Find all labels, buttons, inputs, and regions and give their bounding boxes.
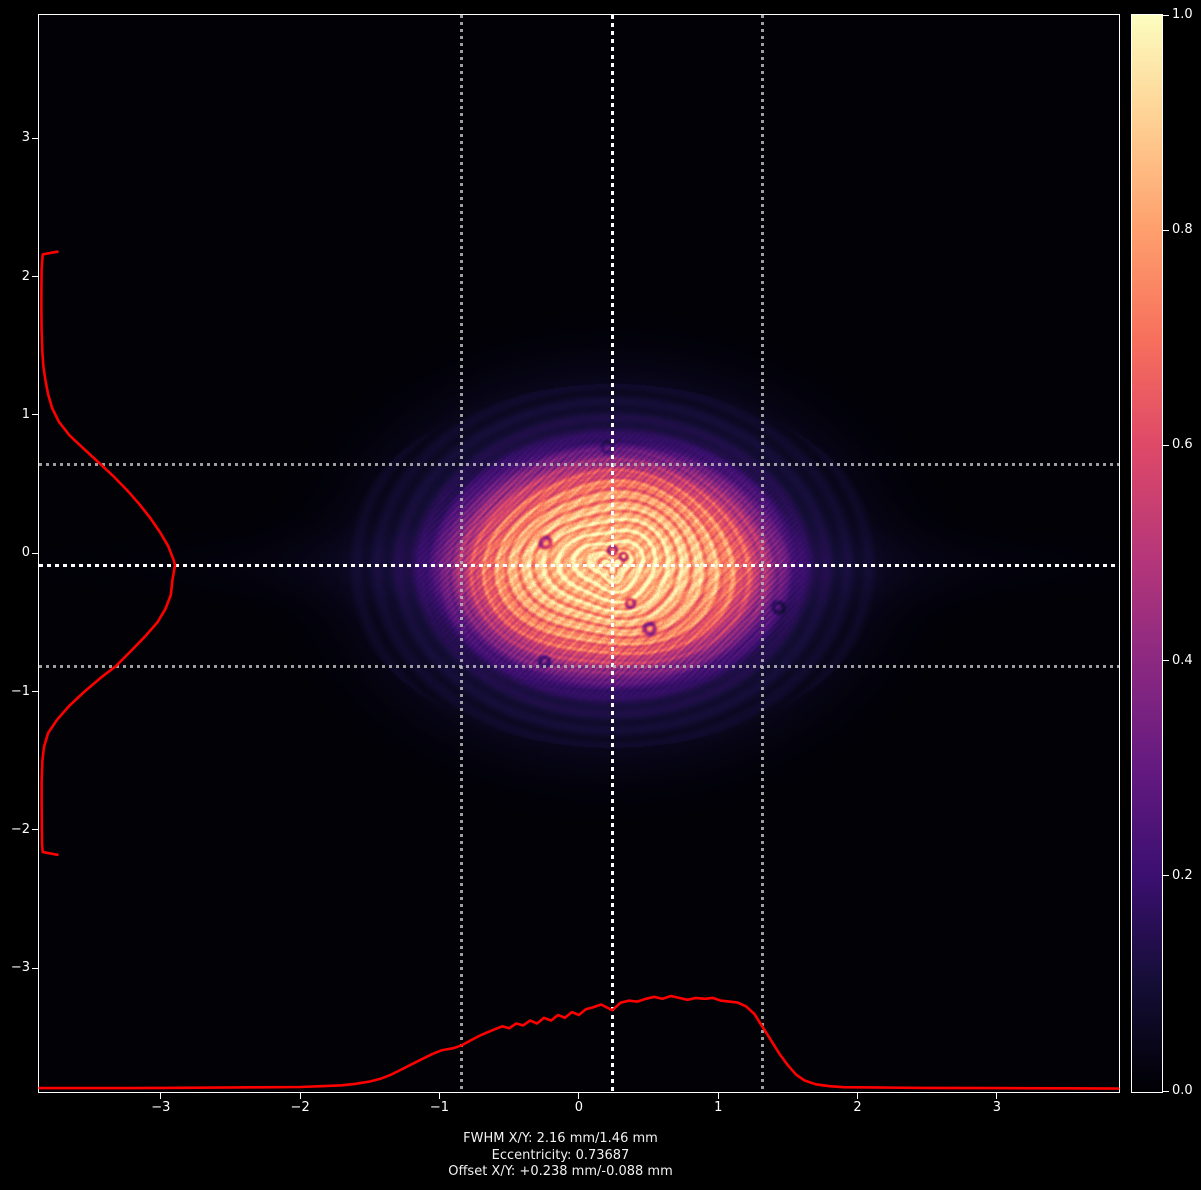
x-axis-tick [299, 1093, 301, 1099]
fwhm-vertical-line [761, 15, 765, 1092]
y-tick-label: −1 [10, 683, 30, 699]
colorbar-gradient [1132, 15, 1162, 1092]
fwhm-horizontal-line [39, 664, 1119, 668]
x-tick-label: 1 [714, 1100, 723, 1115]
beam-intensity-image [39, 15, 1119, 1092]
y-tick-label: 0 [21, 545, 30, 561]
x-axis-tick [439, 1093, 440, 1099]
offset-readout: Offset X/Y: +0.238 mm/-0.088 mm [448, 1164, 673, 1180]
colorbar-tick [1163, 14, 1169, 16]
y-tick-label: 1 [21, 406, 30, 422]
y-axis-tick [32, 276, 38, 278]
x-tick-label: 2 [853, 1100, 862, 1115]
beam-center-horizontal-line [39, 563, 1119, 567]
fwhm-vertical-line [460, 15, 464, 1092]
colorbar-tick-label: 0.4 [1172, 652, 1193, 668]
fwhm-readout: FWHM X/Y: 2.16 mm/1.46 mm [463, 1131, 658, 1146]
y-axis-tick [32, 137, 38, 139]
colorbar-tick-label: 0.2 [1172, 867, 1193, 883]
x-tick-label: −2 [290, 1100, 310, 1115]
x-axis-tick [857, 1093, 859, 1099]
beam-image-plot [38, 14, 1120, 1093]
y-axis-tick [32, 552, 38, 554]
x-axis-tick [717, 1093, 719, 1099]
y-tick-label: 3 [21, 130, 30, 146]
y-tick-label: −2 [10, 821, 30, 837]
x-axis-tick [996, 1093, 998, 1099]
y-axis-tick [32, 829, 38, 831]
colorbar-tick-label: 0.0 [1172, 1083, 1193, 1098]
x-axis-tick [160, 1093, 162, 1099]
y-tick-label: 2 [21, 268, 30, 284]
x-tick-label: 3 [992, 1100, 1002, 1115]
colorbar-tick-label: 0.6 [1172, 437, 1193, 453]
colorbar-tick [1163, 875, 1169, 877]
colorbar-tick [1163, 1090, 1169, 1092]
colorbar-tick [1163, 444, 1169, 446]
y-axis-tick [32, 691, 38, 693]
colorbar [1131, 14, 1163, 1093]
beam-center-vertical-line [610, 15, 614, 1092]
beam-statistics: FWHM X/Y: 2.16 mm/1.46 mm Eccentricity: … [0, 1131, 1121, 1181]
colorbar-tick [1163, 660, 1169, 662]
eccentricity-readout: Eccentricity: 0.73687 [491, 1147, 630, 1163]
x-tick-label: 0 [574, 1100, 583, 1115]
y-tick-label: −3 [10, 960, 30, 976]
colorbar-tick-label: 1.0 [1172, 7, 1193, 22]
colorbar-tick-label: 0.8 [1172, 222, 1193, 238]
fwhm-horizontal-line [39, 462, 1119, 466]
colorbar-tick [1163, 229, 1169, 231]
x-tick-label: −3 [151, 1100, 171, 1115]
x-tick-label: −1 [429, 1100, 450, 1115]
x-axis-tick [578, 1093, 580, 1099]
y-axis-tick [32, 967, 38, 969]
y-axis-tick [32, 414, 38, 416]
